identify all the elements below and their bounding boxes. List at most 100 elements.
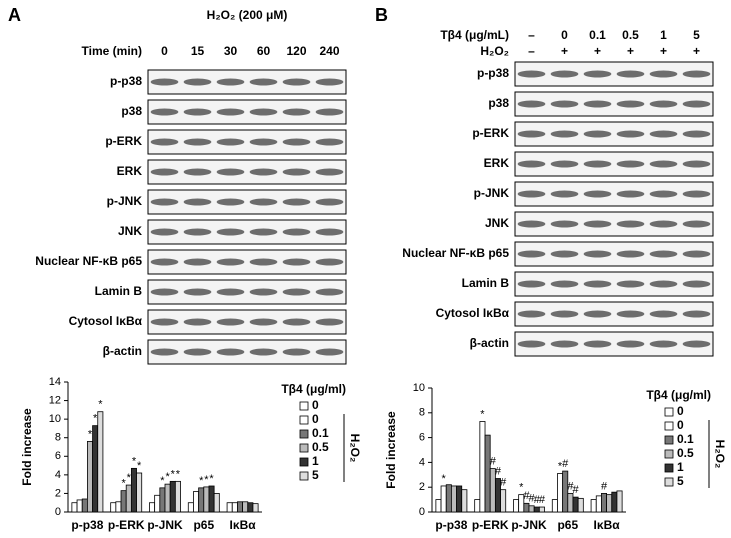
bar [193, 491, 200, 513]
bar [174, 480, 181, 513]
blot-band [183, 108, 212, 116]
blot-band [616, 70, 645, 78]
bar [213, 493, 220, 513]
significance-marker: * [165, 471, 170, 483]
blot-band [682, 250, 711, 258]
significance-marker: # [523, 490, 530, 502]
blot-band [315, 228, 344, 236]
blot-band [616, 130, 645, 138]
bar [567, 492, 574, 513]
blot-band [682, 190, 711, 198]
blot-band [150, 228, 179, 236]
blot-band [550, 220, 579, 228]
blot-band [583, 340, 612, 348]
blot-label: Lamin B [462, 276, 510, 290]
blot-band [282, 288, 311, 296]
blot-band [150, 108, 179, 116]
blot-band [616, 310, 645, 318]
blot-frame [514, 121, 714, 147]
significance-marker: * [171, 468, 176, 480]
blot-band [682, 220, 711, 228]
bar [440, 485, 447, 513]
blot-band [216, 348, 245, 356]
bar [252, 503, 259, 513]
significance-marker: * [137, 460, 142, 472]
y-tick-label: 10 [413, 382, 425, 394]
significance-marker: * [209, 473, 214, 485]
blot-frame [147, 99, 347, 125]
bar [226, 502, 233, 513]
bar [557, 473, 564, 513]
bar [474, 499, 481, 513]
bar [572, 496, 579, 513]
lane-label: 240 [319, 44, 339, 58]
blot-band [150, 348, 179, 356]
legend-group-label: H₂O₂ [713, 440, 727, 469]
bar [125, 484, 132, 513]
y-tick-label: 12 [49, 394, 61, 406]
y-axis-label: Fold increase [384, 411, 398, 489]
blot-frame [514, 151, 714, 177]
blot-frame [514, 181, 714, 207]
blot-band [183, 198, 212, 206]
blot-band [183, 288, 212, 296]
bar [92, 425, 99, 513]
blot-band [550, 280, 579, 288]
legend-label: 0 [677, 404, 684, 418]
blot-label: p-p38 [110, 74, 142, 88]
significance-marker: # [572, 484, 579, 496]
blot-band [249, 228, 278, 236]
significance-marker: * [127, 472, 132, 484]
blot-label: ERK [117, 164, 143, 178]
bar [130, 467, 137, 513]
bar [136, 472, 143, 513]
x-tick-label: p65 [193, 518, 214, 532]
blot-band [216, 258, 245, 266]
lane-label: 0.5 [622, 28, 639, 42]
legend-swatch [664, 407, 674, 417]
bar [97, 411, 104, 513]
blot-frame [514, 91, 714, 117]
bar [187, 502, 194, 513]
blot-band [616, 280, 645, 288]
bar [606, 494, 613, 513]
y-tick-label: 10 [49, 413, 61, 425]
y-tick-label: 0 [55, 506, 61, 518]
blot-band [282, 258, 311, 266]
blot-band [517, 310, 546, 318]
blot-band [282, 108, 311, 116]
lane-label: 15 [191, 44, 205, 58]
blot-band [517, 280, 546, 288]
blot-band [249, 168, 278, 176]
x-tick-label: IκBα [230, 518, 257, 532]
legend-swatch [664, 477, 674, 487]
blot-band [682, 310, 711, 318]
blot-band [616, 190, 645, 198]
legend-swatch [299, 443, 309, 453]
blot-band [649, 70, 678, 78]
legend-swatch [664, 449, 674, 459]
blot-band [550, 160, 579, 168]
lane-label: 1 [660, 28, 667, 42]
legend-label: 5 [677, 474, 684, 488]
significance-marker: * [132, 455, 137, 467]
blot-band [583, 280, 612, 288]
blot-band [649, 160, 678, 168]
bar [461, 489, 468, 513]
significance-marker: * [160, 475, 165, 487]
blot-band [150, 258, 179, 266]
blot-band [150, 138, 179, 146]
blot-band [150, 168, 179, 176]
significance-marker: # [490, 456, 497, 468]
significance-marker: * [204, 474, 209, 486]
lane-row-label: Time (min) [82, 44, 142, 58]
bar [164, 483, 171, 513]
blot-band [550, 190, 579, 198]
blot-band [616, 160, 645, 168]
bar [198, 487, 205, 513]
blot-band [616, 220, 645, 228]
significance-marker: * [480, 408, 485, 420]
significance-marker: * [121, 478, 126, 490]
